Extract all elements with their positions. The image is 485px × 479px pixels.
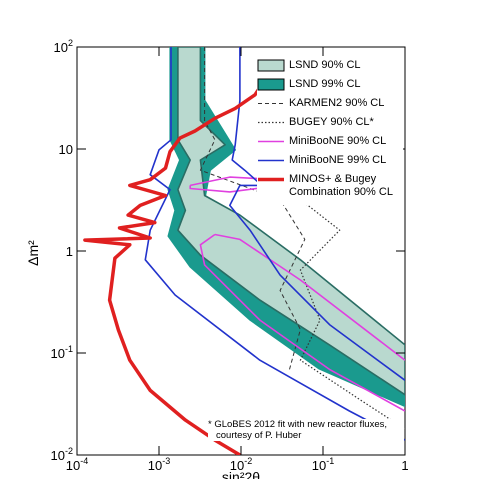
tick-base: 10 <box>230 458 244 473</box>
legend-swatch <box>258 103 284 104</box>
tick-power: -1 <box>326 456 334 466</box>
legend-swatch <box>258 177 284 182</box>
legend-label: MiniBooNE 90% CL <box>289 135 387 147</box>
legend-swatch <box>257 78 285 91</box>
legend-label: MINOS+ & Bugey Combination 90% CL <box>289 173 393 198</box>
legend-label: KARMEN2 90% CL <box>289 97 385 109</box>
legend-mark <box>257 59 285 72</box>
tick-label: 10-1 <box>312 456 334 473</box>
legend-mark <box>257 78 285 91</box>
legend-swatch <box>258 140 284 143</box>
legend-label: LSND 99% CL <box>289 78 361 90</box>
legend-swatch <box>258 159 284 162</box>
legend-entry: MiniBooNE 90% CL <box>257 135 403 148</box>
contour-line <box>83 63 277 455</box>
legend-swatch <box>258 121 284 124</box>
footnote-line: courtesy of P. Huber <box>216 430 302 441</box>
legend-entry: BUGEY 90% CL* <box>257 116 403 129</box>
legend-label: MiniBooNE 99% CL <box>289 154 387 166</box>
tick-label: 10-2 <box>230 456 252 473</box>
legend-entry: LSND 99% CL <box>257 78 403 91</box>
footnote-line: * GLoBES 2012 fit with new reactor fluxe… <box>208 419 388 430</box>
contour-line <box>144 47 405 441</box>
tick-label: 1 <box>401 458 408 473</box>
legend-entry: KARMEN2 90% CL <box>257 97 403 110</box>
tick-power: -2 <box>244 456 252 466</box>
tick-label: 10-2 <box>51 446 73 463</box>
y-axis-label: Δm² <box>25 240 41 266</box>
legend-entry: MiniBooNE 99% CL <box>257 154 403 167</box>
tick-power: -4 <box>80 456 88 466</box>
legend-label: BUGEY 90% CL* <box>289 116 374 128</box>
tick-base: 10 <box>66 458 80 473</box>
tick-label: 1 <box>66 244 73 259</box>
tick-base: 10 <box>312 458 326 473</box>
contour-area <box>177 47 405 396</box>
tick-label: 102 <box>54 38 73 55</box>
contour-line <box>299 199 405 430</box>
footnote: * GLoBES 2012 fit with new reactor fluxe… <box>208 419 404 441</box>
tick-label: 10 <box>59 142 73 157</box>
tick-base: 10 <box>54 40 68 55</box>
tick-label: 10-3 <box>148 456 170 473</box>
legend-entry: LSND 90% CL <box>257 59 403 72</box>
tick-power: -1 <box>65 344 73 354</box>
legend-label: LSND 90% CL <box>289 59 361 71</box>
x-axis-label: sin²2θ <box>222 469 260 479</box>
legend-entry: MINOS+ & Bugey Combination 90% CL <box>257 173 403 199</box>
tick-power: 2 <box>68 38 73 48</box>
tick-power: -3 <box>162 456 170 466</box>
tick-label: 10-4 <box>66 456 88 473</box>
tick-base: 10 <box>148 458 162 473</box>
legend-swatch <box>257 59 285 72</box>
tick-base: 10 <box>51 346 65 361</box>
legend: LSND 90% CL LSND 99% CL KARMEN2 90% CL BUGE… <box>257 56 403 205</box>
tick-base: 10 <box>51 448 65 463</box>
tick-power: -2 <box>65 446 73 456</box>
tick-label: 10-1 <box>51 344 73 361</box>
